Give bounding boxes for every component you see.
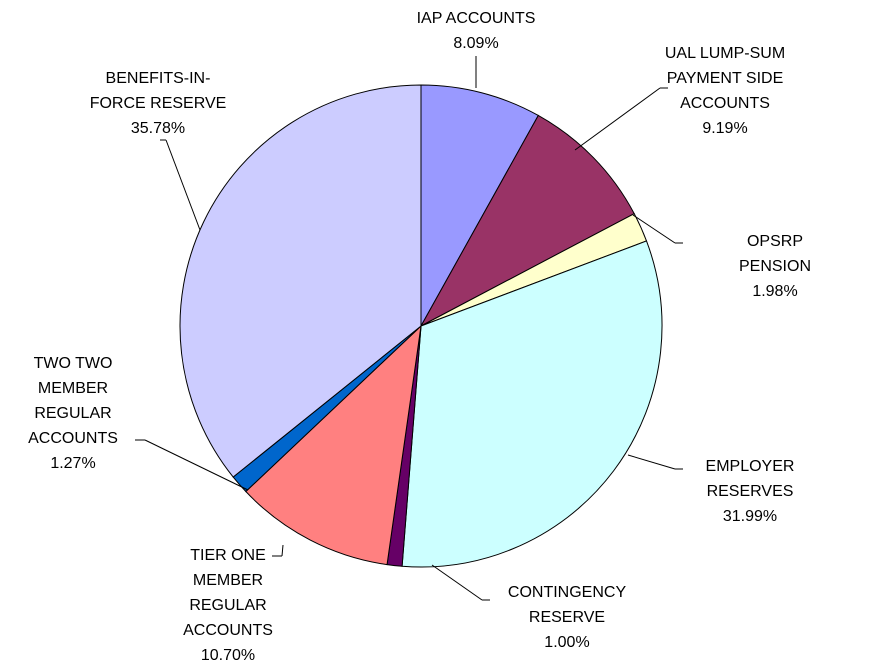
category-label: BENEFITS-IN- FORCE RESERVE: [89, 70, 227, 112]
leader-line: [574, 87, 661, 151]
pie-slice: [179, 84, 422, 478]
category-label: UAL LUMP-SUM PAYMENT SIDE ACCOUNTS: [664, 45, 786, 112]
value-label: 9.19%: [702, 120, 748, 137]
slice-label: BENEFITS-IN- FORCE RESERVE 35.78%: [90, 66, 227, 141]
pie-slice: [401, 240, 663, 568]
value-label: 1.27%: [50, 455, 96, 472]
slice-label: TIER ONE MEMBER REGULAR ACCOUNTS 10.70%: [183, 543, 273, 664]
leader-line: [165, 139, 201, 231]
slice-label: IAP ACCOUNTS 8.09%: [417, 6, 536, 56]
pie-slice: [420, 84, 539, 328]
value-label: 10.70%: [200, 647, 256, 664]
value-label: 8.09%: [453, 35, 499, 52]
leader-line: [144, 439, 249, 491]
leader-line: [281, 544, 284, 557]
pie-slice: [245, 324, 422, 566]
slice-label: OPSRP PENSION 1.98%: [726, 229, 825, 304]
value-label: 1.00%: [544, 634, 590, 651]
category-label: CONTINGENCY RESERVE: [507, 584, 627, 626]
category-label: IAP ACCOUNTS: [416, 10, 536, 27]
slice-label: TWO TWO MEMBER REGULAR ACCOUNTS 1.27%: [28, 351, 118, 476]
slice-label: CONTINGENCY RESERVE 1.00%: [508, 580, 626, 655]
category-label: OPSRP PENSION: [738, 233, 811, 275]
leader-line: [431, 564, 483, 601]
value-label: 35.78%: [130, 120, 186, 137]
slice-label: UAL LUMP-SUM PAYMENT SIDE ACCOUNTS 9.19%: [665, 41, 785, 141]
pie-slice: [419, 114, 635, 328]
category-label: TIER ONE MEMBER REGULAR ACCOUNTS: [183, 547, 273, 639]
leader-line: [627, 454, 676, 470]
leader-line: [632, 214, 676, 244]
category-label: EMPLOYER RESERVES: [705, 458, 795, 500]
slice-label: EMPLOYER RESERVES 31.99%: [706, 454, 795, 529]
value-label: 31.99%: [722, 508, 778, 525]
category-label: TWO TWO MEMBER REGULAR ACCOUNTS: [28, 355, 118, 447]
value-label: 1.98%: [752, 283, 798, 300]
